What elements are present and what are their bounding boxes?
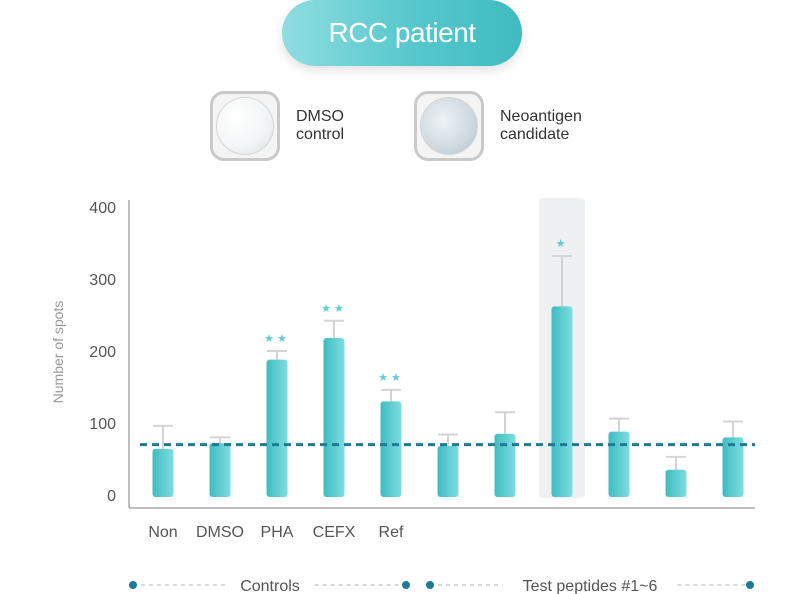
bar bbox=[665, 469, 687, 497]
y-tick-label: 300 bbox=[89, 272, 116, 289]
x-tick-label: Non bbox=[148, 524, 177, 541]
bar bbox=[608, 431, 630, 497]
significance-marker: ★★ bbox=[264, 332, 290, 345]
bar bbox=[266, 359, 288, 497]
bar bbox=[551, 306, 573, 497]
legend-label-dmso-line1: DMSO bbox=[296, 108, 344, 125]
legend-label-neoantigen: Neoantigen candidate bbox=[500, 108, 610, 144]
group-bracket-dot bbox=[402, 581, 410, 589]
bar bbox=[722, 437, 744, 497]
bar bbox=[209, 443, 231, 497]
legend-item-dmso: DMSO control bbox=[210, 91, 406, 161]
y-axis-title: Number of spots bbox=[50, 301, 66, 404]
y-tick-label: 0 bbox=[107, 488, 116, 505]
x-tick-label: CEFX bbox=[313, 524, 356, 541]
significance-marker: ★ bbox=[556, 237, 569, 250]
group-label: Test peptides #1~6 bbox=[523, 578, 658, 594]
legend-label-dmso-line2: control bbox=[296, 126, 345, 143]
y-tick-label: 400 bbox=[89, 200, 116, 217]
significance-marker: ★★ bbox=[321, 302, 347, 315]
bar bbox=[437, 446, 459, 497]
x-tick-label: DMSO bbox=[196, 524, 244, 541]
legend-label-neoantigen-line2: candidate bbox=[500, 126, 570, 143]
group-label: Controls bbox=[240, 578, 300, 594]
legend-label-neoantigen-line1: Neoantigen bbox=[500, 108, 582, 125]
bar bbox=[380, 401, 402, 497]
y-tick-label: 100 bbox=[89, 416, 116, 433]
bar bbox=[494, 433, 516, 497]
page-title: RCC patient bbox=[282, 0, 522, 66]
group-bracket-dot bbox=[426, 581, 434, 589]
well-plate-clear-icon bbox=[210, 91, 280, 161]
well-plate-spotted-icon bbox=[414, 91, 484, 161]
significance-marker: ★★ bbox=[378, 371, 404, 384]
legend-label-dmso: DMSO control bbox=[296, 108, 406, 144]
bar bbox=[152, 448, 174, 497]
x-tick-label: Ref bbox=[379, 524, 404, 541]
x-tick-label: PHA bbox=[261, 524, 294, 541]
group-bracket-dot bbox=[129, 581, 137, 589]
group-bracket-dot bbox=[746, 581, 754, 589]
y-tick-label: 200 bbox=[89, 344, 116, 361]
bar bbox=[323, 338, 345, 497]
legend-item-neoantigen: Neoantigen candidate bbox=[414, 91, 610, 161]
